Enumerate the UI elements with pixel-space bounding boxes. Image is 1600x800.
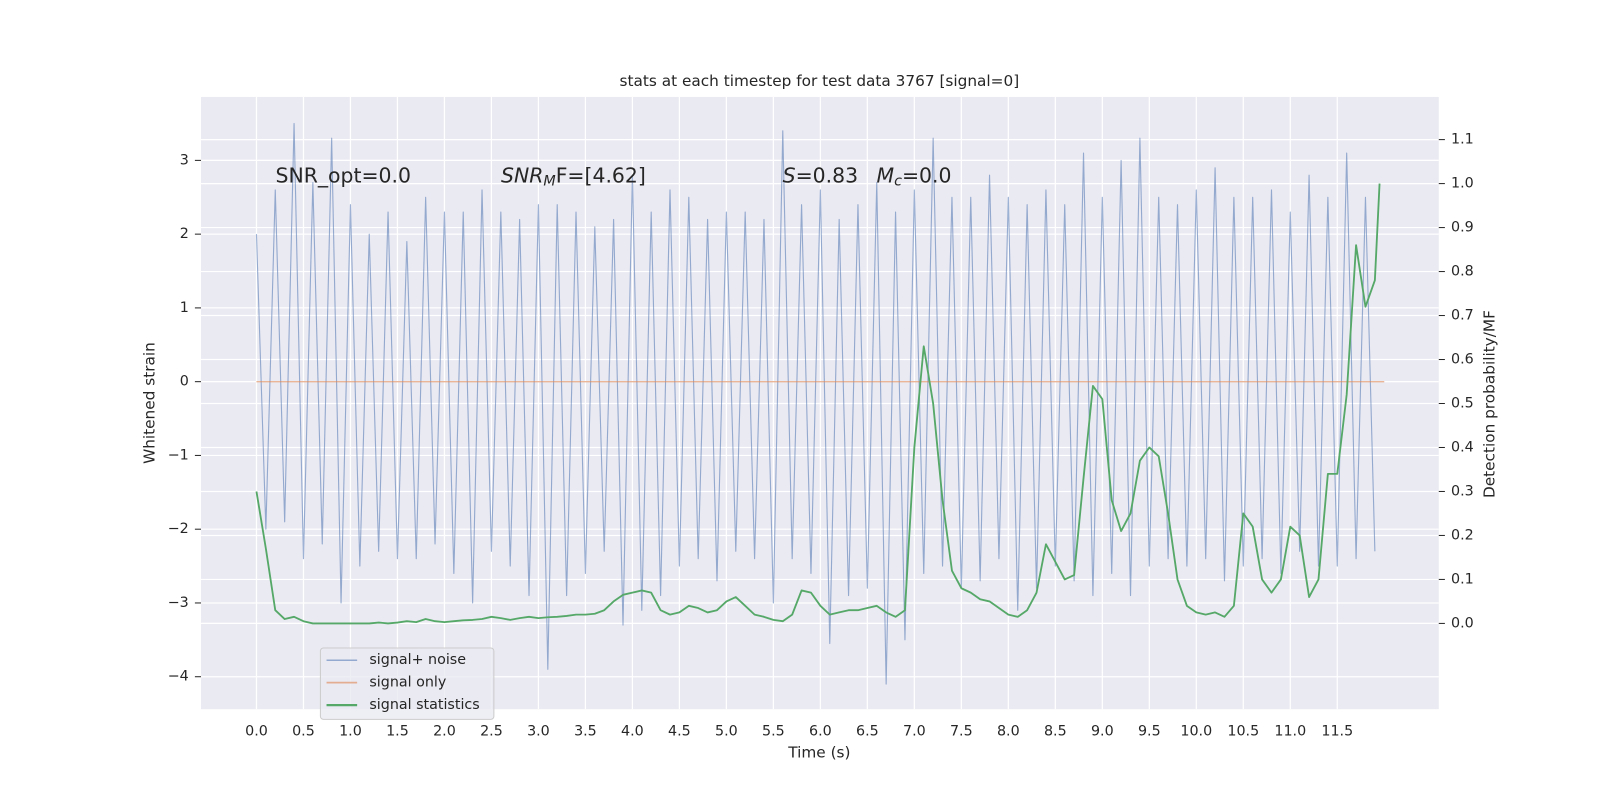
y2-tick-label: 0.4 bbox=[1451, 439, 1474, 455]
x-tick-label: 9.5 bbox=[1138, 724, 1161, 740]
legend-label: signal+ noise bbox=[369, 652, 466, 668]
y-tick-label: −1 bbox=[168, 447, 189, 463]
annotation-base: M bbox=[877, 164, 895, 188]
annotation: SNR_opt=0.0 bbox=[276, 164, 412, 189]
x-tick-label: 11.0 bbox=[1274, 724, 1306, 740]
y-tick-label: −4 bbox=[168, 669, 189, 685]
annotation-sub: c bbox=[894, 174, 902, 190]
annotation-tail: =0.83 bbox=[796, 164, 859, 188]
annotation: S=0.83 bbox=[783, 164, 858, 188]
y-tick-label: 0 bbox=[180, 374, 189, 390]
x-tick-label: 8.5 bbox=[1044, 724, 1067, 740]
x-tick-label: 9.0 bbox=[1091, 724, 1114, 740]
x-tick-label: 3.5 bbox=[574, 724, 597, 740]
y-axis-label: Whitened strain bbox=[141, 342, 159, 464]
y2-tick-label: 0.3 bbox=[1451, 483, 1474, 499]
y2-tick-label: 1.1 bbox=[1451, 132, 1474, 148]
annotation-base: S bbox=[783, 164, 796, 188]
y2-tick-label: 0.7 bbox=[1451, 308, 1474, 324]
x-tick-label: 6.5 bbox=[856, 724, 879, 740]
annotation-sub: M bbox=[543, 174, 555, 190]
x-tick-label: 0.0 bbox=[245, 724, 268, 740]
series-line bbox=[255, 183, 1381, 625]
y-tick-label: 3 bbox=[180, 152, 189, 168]
annotation: Mc=0.0 bbox=[877, 164, 952, 190]
x-tick-label: 10.5 bbox=[1227, 724, 1259, 740]
y2-tick-label: 0.5 bbox=[1451, 396, 1474, 412]
chart-title: stats at each timestep for test data 376… bbox=[620, 72, 1020, 90]
legend-label: signal only bbox=[369, 675, 446, 691]
y-tick-label: 2 bbox=[180, 226, 189, 242]
y2-tick-label: 0.8 bbox=[1451, 264, 1474, 280]
y2-tick-label: 0.1 bbox=[1451, 571, 1474, 587]
annotation-tail: =0.0 bbox=[902, 164, 952, 188]
y2-axis-label: Detection probability/MF bbox=[1480, 310, 1498, 498]
x-axis-label: Time (s) bbox=[787, 744, 850, 762]
x-tick-label: 6.0 bbox=[809, 724, 832, 740]
y-tick-label: 1 bbox=[180, 300, 189, 316]
annotation-tail: F=[4.62] bbox=[556, 164, 646, 188]
legend-box bbox=[319, 647, 495, 720]
annotation: SNRMF=[4.62] bbox=[501, 164, 646, 190]
y2-tick-label: 1.0 bbox=[1451, 176, 1474, 192]
x-tick-label: 4.5 bbox=[668, 724, 691, 740]
x-tick-label: 4.0 bbox=[621, 724, 644, 740]
x-tick-label: 2.5 bbox=[480, 724, 503, 740]
y2-tick-label: 0.6 bbox=[1451, 352, 1474, 368]
x-tick-label: 5.5 bbox=[762, 724, 785, 740]
y2-tick-label: 0.9 bbox=[1451, 220, 1474, 236]
annotation-base: SNR_opt=0.0 bbox=[276, 164, 412, 189]
legend-label: signal statistics bbox=[369, 697, 479, 713]
y2-tick-label: 0.0 bbox=[1451, 615, 1474, 631]
x-tick-label: 8.0 bbox=[997, 724, 1020, 740]
y-tick-label: −3 bbox=[168, 595, 189, 611]
x-tick-label: 1.5 bbox=[386, 724, 409, 740]
x-tick-label: 11.5 bbox=[1321, 724, 1353, 740]
x-tick-label: 1.0 bbox=[339, 724, 362, 740]
y2-tick-label: 0.2 bbox=[1451, 527, 1474, 543]
x-tick-label: 10.0 bbox=[1180, 724, 1212, 740]
x-tick-label: 3.0 bbox=[527, 724, 550, 740]
x-tick-label: 2.0 bbox=[433, 724, 456, 740]
x-tick-label: 0.5 bbox=[292, 724, 315, 740]
x-tick-label: 7.5 bbox=[950, 724, 973, 740]
y-tick-label: −2 bbox=[168, 521, 189, 537]
x-tick-label: 5.0 bbox=[715, 724, 738, 740]
annotation-base: SNR bbox=[501, 164, 543, 188]
x-tick-label: 7.0 bbox=[903, 724, 926, 740]
